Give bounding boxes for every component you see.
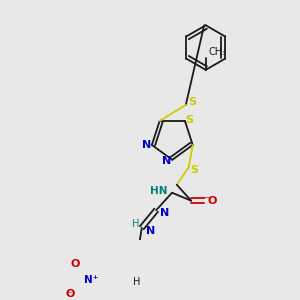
Text: N: N (146, 226, 155, 236)
Text: O: O (65, 289, 75, 299)
Text: N: N (162, 156, 171, 167)
Text: O: O (208, 196, 217, 206)
Text: ⁻: ⁻ (66, 290, 72, 300)
Text: CH₃: CH₃ (208, 46, 226, 56)
Bar (206, 197, 209, 204)
Text: S: S (186, 115, 194, 125)
Text: HN: HN (150, 186, 167, 196)
Text: O: O (71, 259, 80, 269)
Text: H: H (133, 277, 141, 287)
Text: H: H (132, 219, 139, 229)
Text: N: N (142, 140, 151, 150)
Text: N⁺: N⁺ (84, 275, 99, 285)
Text: S: S (190, 165, 198, 175)
Text: N: N (160, 208, 169, 218)
Text: S: S (188, 98, 196, 107)
